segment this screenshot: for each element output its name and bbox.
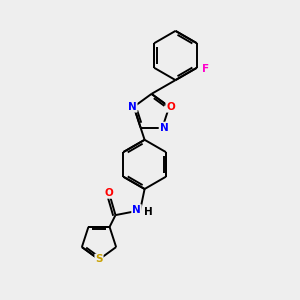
Text: O: O xyxy=(166,102,175,112)
Text: N: N xyxy=(160,122,168,133)
Text: F: F xyxy=(202,64,209,74)
Text: S: S xyxy=(95,254,103,265)
Text: H: H xyxy=(144,207,153,217)
Text: O: O xyxy=(104,188,113,198)
Text: N: N xyxy=(128,102,137,112)
Text: N: N xyxy=(132,205,141,215)
